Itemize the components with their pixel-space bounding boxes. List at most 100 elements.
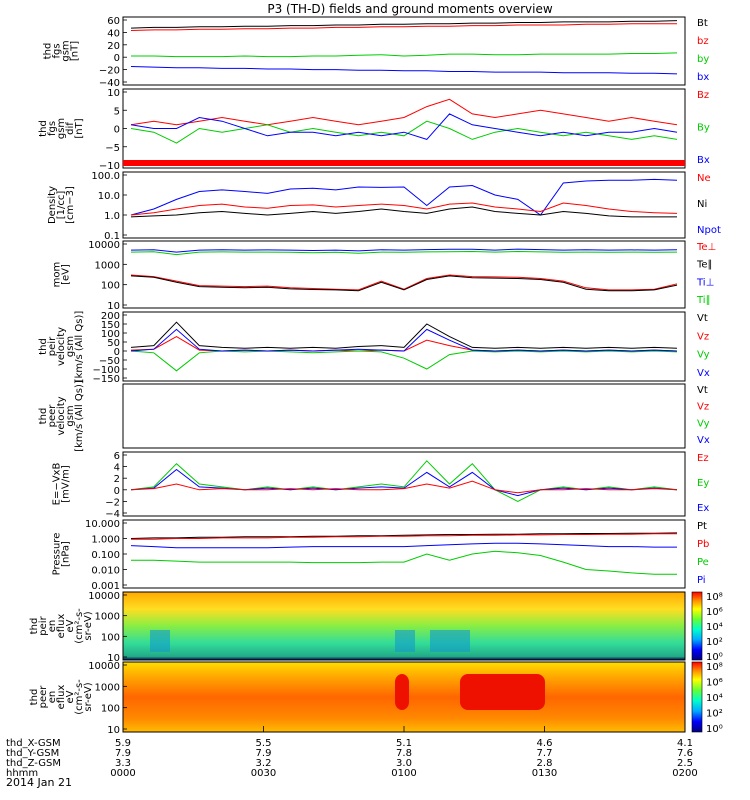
y-tick-label: 0.1 xyxy=(104,231,120,242)
legend-entry: Te⊥ xyxy=(696,242,716,253)
colorbar-tick-label: 10⁶ xyxy=(706,678,723,689)
y-axis-label: fgs xyxy=(52,43,63,58)
y-axis-label: gsm xyxy=(56,118,67,139)
x-tick-label: 0130 xyxy=(532,768,557,779)
y-axis-label: [nPa] xyxy=(61,541,72,567)
colorbar-tick-label: 10⁸ xyxy=(706,662,723,673)
y-axis-label: peer xyxy=(38,685,49,709)
y-tick-label: 50 xyxy=(107,338,120,349)
y-tick-label: 10.000 xyxy=(85,519,120,530)
y-axis-label: [nT] xyxy=(74,118,85,138)
y-tick-label: 100 xyxy=(101,329,120,340)
y-tick-label: −10 xyxy=(99,161,120,172)
series-line-red xyxy=(131,533,677,540)
panel-frame xyxy=(122,311,686,382)
legend-entry: Pt xyxy=(697,521,707,532)
colorbar xyxy=(691,661,703,733)
y-tick-label: −20 xyxy=(99,66,120,77)
y-tick-label: 0 xyxy=(114,486,120,497)
legend-entry: Bz xyxy=(697,90,709,101)
orbit-value: 2.8 xyxy=(537,758,553,769)
y-tick-label: −50 xyxy=(99,356,120,367)
legend-entry: Bx xyxy=(697,155,710,166)
panel-8: 10⁸ 10⁶ 10⁴ 10² 10⁰ 10000 1000 100 10 thdpeirenef… xyxy=(29,591,723,664)
y-axis-label: [cm−3] xyxy=(65,186,76,224)
spectrogram-dropout xyxy=(395,630,415,652)
y-tick-label: −150 xyxy=(93,374,120,385)
orbit-value: 7.9 xyxy=(256,748,272,759)
series-line-blue xyxy=(130,113,678,140)
y-tick-label: 100.0 xyxy=(91,171,120,182)
panel-2: 100.0 10.0 1.0 0.1 Density[1/cc][cm−3] Ne Ni Np… xyxy=(47,171,721,242)
series-line-green xyxy=(131,550,677,575)
legend-entry: Pe xyxy=(697,557,709,568)
y-tick-label: −100 xyxy=(93,365,120,376)
y-axis-label: thd xyxy=(38,338,49,355)
panel-9: 10⁸ 10⁶ 10⁴ 10² 10⁰ 10000 1000 100 10 thdpeerenef… xyxy=(29,661,723,736)
y-tick-label: 10.0 xyxy=(98,191,120,202)
orbit-row-label: hhmm xyxy=(6,768,38,779)
series-line-black xyxy=(130,321,678,349)
y-tick-label: 4 xyxy=(114,463,120,474)
y-axis-label: velocity xyxy=(56,396,67,435)
spectrogram-dropout xyxy=(150,630,170,652)
date-label: 2014 Jan 21 xyxy=(6,776,72,789)
panel-frame xyxy=(122,451,686,517)
y-axis-label: (cm²-s- xyxy=(74,608,85,644)
y-tick-label: 0 xyxy=(114,53,120,64)
series-line-red xyxy=(130,23,677,31)
y-axis-label: (cm²-s- xyxy=(74,679,85,715)
legend-entry: Ez xyxy=(697,453,709,464)
y-tick-label: 10000 xyxy=(88,661,120,672)
series-line-red xyxy=(130,480,678,494)
legend-entry: Ex xyxy=(697,503,709,514)
y-tick-label: 100 xyxy=(101,704,120,715)
panels-group: 6040200−20−40thdfgsgsm[nT]Btbzbybx1050−5… xyxy=(29,16,723,736)
y-axis-label: E=−VxB xyxy=(52,463,63,506)
orbit-value: 5.1 xyxy=(396,738,412,749)
chart-title: P3 (TH-D) fields and ground moments over… xyxy=(267,2,552,16)
legend-entry: By xyxy=(697,123,710,134)
y-tick-label: 40 xyxy=(107,28,120,39)
y-axis-label: eV xyxy=(65,690,76,703)
y-tick-label: 6 xyxy=(114,451,120,462)
panel-frame xyxy=(122,171,686,239)
y-axis-label: en xyxy=(47,620,58,633)
panel-frame xyxy=(122,240,686,309)
y-axis-label: velocity xyxy=(56,327,67,366)
orbit-row-label: thd_Z-GSM xyxy=(6,758,61,769)
colorbar-tick-label: 10⁴ xyxy=(706,622,723,633)
orbit-value: 4.6 xyxy=(537,738,553,749)
series-line-red xyxy=(130,202,678,216)
y-axis-label: [mV/m] xyxy=(61,465,72,503)
y-axis-label: Pressure xyxy=(52,533,63,576)
orbit-value: 3.2 xyxy=(256,758,272,769)
y-axis-label: en xyxy=(47,691,58,704)
panel-7: 10.000 1.000 0.100 0.010 0.001 Pressure[nPa] P… xyxy=(52,519,710,592)
y-axis-label: thd xyxy=(43,43,54,60)
y-axis-label: peir xyxy=(38,615,49,635)
orbit-value: 3.3 xyxy=(115,758,131,769)
x-tick-label: 0100 xyxy=(391,768,416,779)
y-tick-label: 1000 xyxy=(95,612,120,623)
legend-entry: Vt xyxy=(697,385,708,396)
y-axis-label: thd xyxy=(38,408,49,425)
orbit-value: 2.5 xyxy=(677,758,693,769)
series-line-green xyxy=(130,460,678,502)
y-tick-label: 0.100 xyxy=(91,550,120,561)
panel-frame xyxy=(122,519,686,589)
legend-entry: Ti∥ xyxy=(696,295,711,306)
series-line-black xyxy=(130,275,678,292)
series-line-black xyxy=(130,532,678,539)
legend-entry: Te∥ xyxy=(696,260,713,271)
y-axis-label: gsm xyxy=(61,40,72,61)
y-axis-label: [nT] xyxy=(70,41,81,61)
y-tick-label: 150 xyxy=(101,320,120,331)
y-axis-label: [1/cc] xyxy=(56,191,67,220)
colorbar xyxy=(691,591,703,661)
series-line-red xyxy=(130,274,678,291)
